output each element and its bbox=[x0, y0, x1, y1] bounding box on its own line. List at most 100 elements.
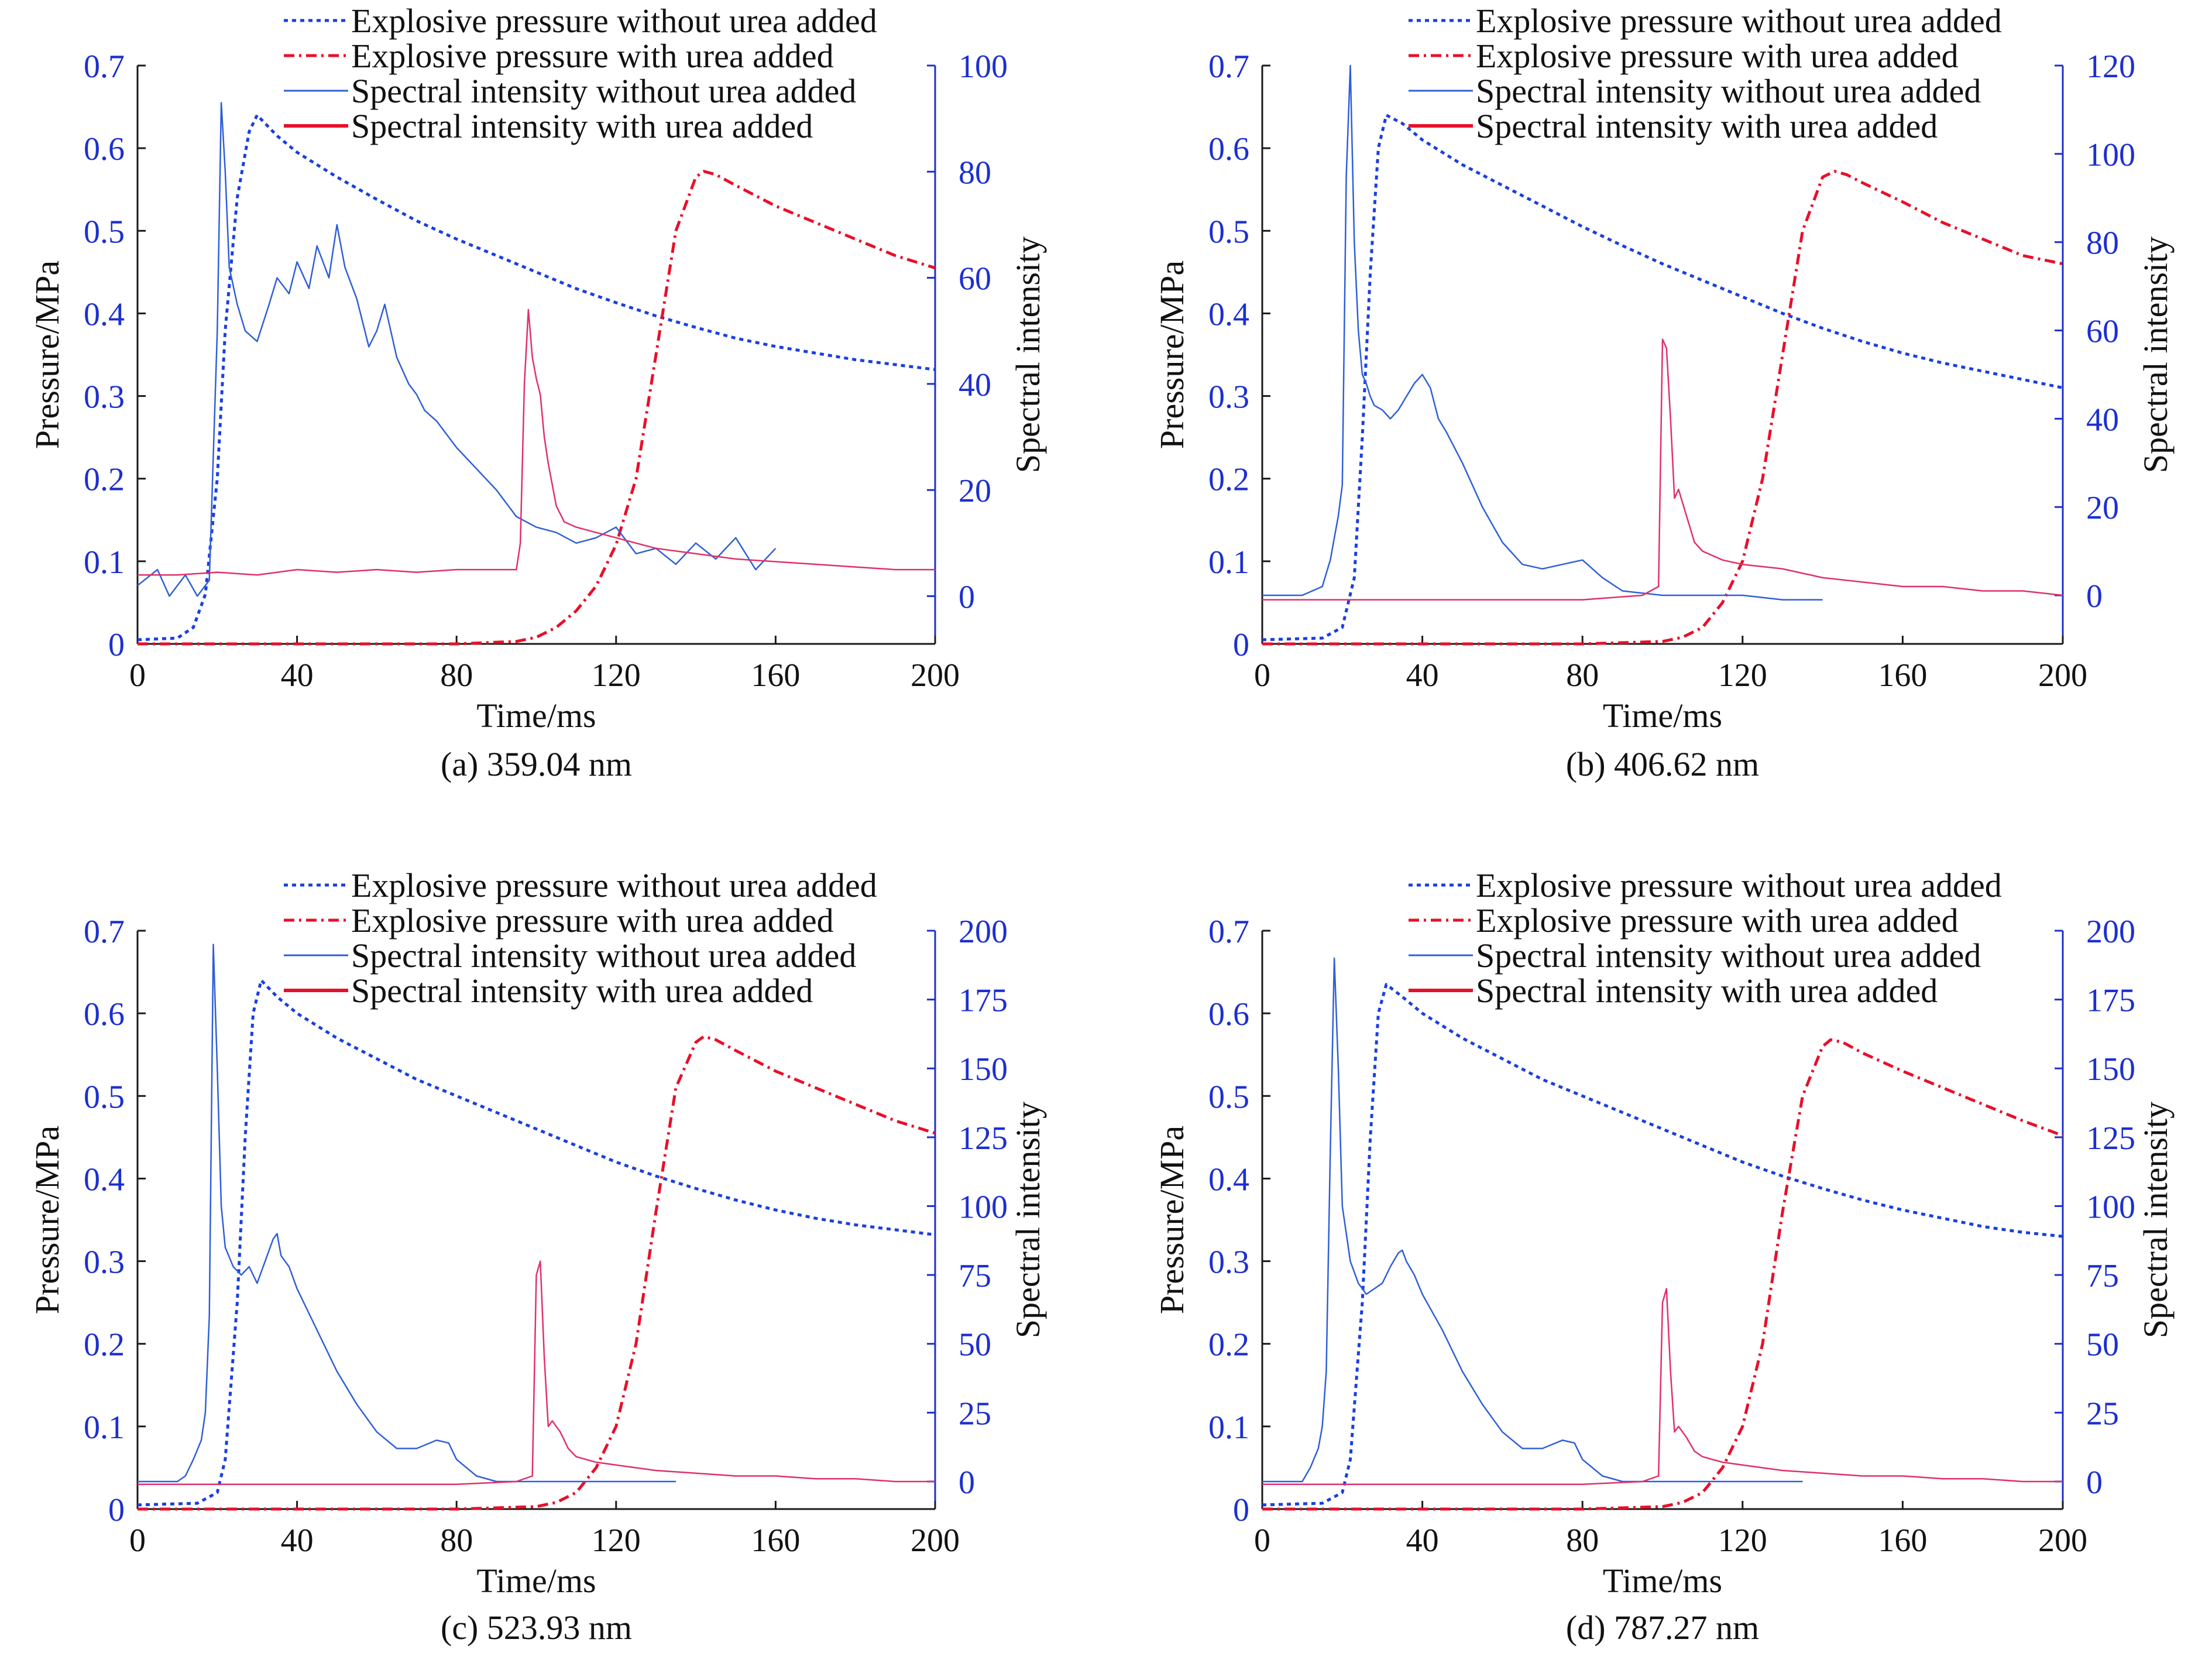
series-line-2 bbox=[138, 1035, 936, 1511]
legend-label: Explosive pressure without urea added bbox=[1476, 2, 2002, 40]
series-line-4 bbox=[1262, 338, 2063, 601]
y2-tick-label: 80 bbox=[2086, 225, 2119, 262]
panel-caption: (a) 359.04 nm bbox=[441, 745, 632, 783]
chart-panel-1: 0 40 80 120 160 200 0 0.1 0.2 0.3 0.4 0.5 0.6 0.7 0 20 4… bbox=[28, 2, 1047, 783]
series-line-3 bbox=[138, 944, 676, 1483]
x-tick-label: 0 bbox=[129, 1523, 146, 1559]
y-tick-label: 0.3 bbox=[84, 1244, 125, 1281]
y-tick-label: 0.1 bbox=[84, 544, 125, 581]
series-line-1 bbox=[1262, 983, 2063, 1507]
x-tick-label: 40 bbox=[1406, 1523, 1439, 1559]
x-axis-label: Time/ms bbox=[476, 1562, 596, 1600]
legend-label: Spectral intensity without urea added bbox=[1476, 937, 1981, 975]
series-line-3 bbox=[1262, 957, 1803, 1483]
legend-label: Explosive pressure with urea added bbox=[351, 37, 834, 75]
x-tick-label: 120 bbox=[1718, 657, 1767, 694]
y-tick-label: 0 bbox=[108, 1492, 125, 1528]
series-line-2 bbox=[1262, 1038, 2063, 1511]
y-axis-label: Pressure/MPa bbox=[1153, 260, 1191, 449]
y-tick-label: 0.6 bbox=[84, 996, 125, 1033]
x-tick-label: 120 bbox=[1718, 1523, 1767, 1559]
y2-tick-label: 175 bbox=[2086, 983, 2135, 1019]
y-tick-label: 0.2 bbox=[1208, 462, 1249, 498]
y-tick-label: 0.6 bbox=[1208, 996, 1249, 1033]
y2-axis-label: Spectral intensity bbox=[2137, 1102, 2175, 1338]
x-tick-label: 80 bbox=[1566, 657, 1599, 694]
y2-tick-label: 40 bbox=[959, 367, 991, 403]
y2-tick-label: 60 bbox=[2086, 314, 2119, 350]
y2-tick-label: 100 bbox=[959, 49, 1008, 85]
y-tick-label: 0.5 bbox=[84, 1079, 125, 1115]
legend-label: Explosive pressure with urea added bbox=[351, 901, 834, 939]
y-tick-label: 0.4 bbox=[1208, 296, 1249, 332]
y2-tick-label: 150 bbox=[2086, 1051, 2135, 1088]
x-tick-label: 0 bbox=[1254, 657, 1270, 694]
panel-caption: (d) 787.27 nm bbox=[1566, 1609, 1759, 1647]
y-tick-label: 0.3 bbox=[84, 379, 125, 416]
x-tick-label: 40 bbox=[1406, 657, 1439, 694]
panel-caption: (b) 406.62 nm bbox=[1566, 745, 1759, 783]
legend-label: Spectral intensity without urea added bbox=[351, 937, 856, 975]
series-line-3 bbox=[137, 102, 777, 597]
y-tick-label: 0.3 bbox=[1208, 379, 1249, 416]
y2-tick-label: 25 bbox=[959, 1395, 991, 1432]
legend-label: Spectral intensity with urea added bbox=[1476, 107, 1938, 145]
y2-axis-label: Spectral intensity bbox=[1009, 1102, 1047, 1338]
y-axis-label: Pressure/MPa bbox=[28, 260, 66, 449]
chart-panel-2: 0 40 80 120 160 200 0 0.1 0.2 0.3 0.4 0.5 0.6 0.7 0 20 4… bbox=[1153, 2, 2175, 783]
x-tick-label: 160 bbox=[751, 657, 800, 694]
y2-axis-label: Spectral intensity bbox=[1009, 236, 1047, 473]
y2-tick-label: 60 bbox=[959, 261, 991, 297]
chart-panel-3: 0 40 80 120 160 200 0 0.1 0.2 0.3 0.4 0.5 0.6 0.7 0 25 5… bbox=[28, 866, 1047, 1647]
x-tick-label: 40 bbox=[281, 657, 314, 694]
y2-tick-label: 75 bbox=[2086, 1258, 2119, 1294]
y2-tick-label: 0 bbox=[2086, 1465, 2103, 1501]
x-tick-label: 200 bbox=[911, 657, 960, 694]
x-tick-label: 120 bbox=[592, 657, 641, 694]
y-tick-label: 0 bbox=[1233, 1492, 1249, 1528]
y-tick-label: 0.3 bbox=[1208, 1244, 1249, 1281]
y-tick-label: 0.4 bbox=[1208, 1161, 1249, 1198]
x-axis-label: Time/ms bbox=[1603, 1562, 1722, 1600]
x-tick-label: 80 bbox=[440, 1523, 473, 1559]
y-tick-label: 0.6 bbox=[1208, 131, 1249, 167]
legend-label: Spectral intensity without urea added bbox=[1476, 72, 1981, 110]
y2-tick-label: 175 bbox=[959, 983, 1008, 1019]
y-axis-label: Pressure/MPa bbox=[28, 1126, 66, 1314]
y2-tick-label: 20 bbox=[959, 473, 991, 509]
x-tick-label: 80 bbox=[1566, 1523, 1599, 1559]
y2-tick-label: 40 bbox=[2086, 402, 2119, 438]
x-tick-label: 160 bbox=[1878, 1523, 1927, 1559]
chart-panel-4: 0 40 80 120 160 200 0 0.1 0.2 0.3 0.4 0.5 0.6 0.7 0 25 5… bbox=[1153, 866, 2175, 1647]
x-tick-label: 200 bbox=[2038, 1523, 2087, 1559]
legend-label: Explosive pressure with urea added bbox=[1476, 901, 1959, 939]
series-line-2 bbox=[138, 170, 936, 646]
y2-tick-label: 0 bbox=[959, 579, 975, 615]
panel-caption: (c) 523.93 nm bbox=[441, 1609, 632, 1647]
y2-tick-label: 75 bbox=[959, 1258, 991, 1294]
y2-tick-label: 50 bbox=[2086, 1327, 2119, 1363]
y2-tick-label: 100 bbox=[959, 1189, 1008, 1225]
y-tick-label: 0.5 bbox=[1208, 1079, 1249, 1115]
legend-label: Explosive pressure with urea added bbox=[1476, 37, 1959, 75]
y2-tick-label: 50 bbox=[959, 1327, 991, 1363]
y2-tick-label: 20 bbox=[2086, 490, 2119, 526]
legend-label: Spectral intensity with urea added bbox=[351, 972, 813, 1010]
legend-label: Explosive pressure without urea added bbox=[351, 866, 877, 904]
y-tick-label: 0 bbox=[1233, 627, 1249, 663]
y-tick-label: 0.4 bbox=[84, 296, 125, 332]
y2-tick-label: 25 bbox=[2086, 1395, 2119, 1432]
legend-label: Spectral intensity with urea added bbox=[351, 107, 813, 145]
legend-label: Spectral intensity with urea added bbox=[1476, 972, 1938, 1010]
series-line-4 bbox=[138, 308, 935, 576]
y2-tick-label: 125 bbox=[2086, 1120, 2135, 1157]
y-tick-label: 0.1 bbox=[1208, 544, 1249, 581]
series-line-1 bbox=[137, 979, 936, 1507]
legend-label: Explosive pressure without urea added bbox=[351, 2, 877, 40]
y-tick-label: 0.7 bbox=[1208, 914, 1249, 950]
y2-tick-label: 80 bbox=[959, 155, 991, 191]
y-tick-label: 0.7 bbox=[1208, 49, 1249, 85]
y2-tick-label: 120 bbox=[2086, 49, 2135, 85]
y-tick-label: 0.5 bbox=[84, 214, 125, 250]
